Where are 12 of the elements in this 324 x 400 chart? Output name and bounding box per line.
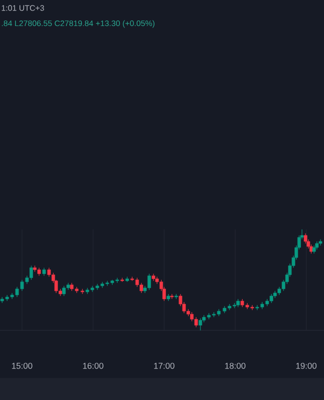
candlestick [270,294,274,304]
x-tick-label: 19:00 [296,362,316,369]
candlestick [47,267,51,278]
x-tick-label: 15:00 [12,362,32,369]
candlestick [170,294,174,300]
x-tick-label: 16:00 [83,362,104,369]
candlestick [194,316,198,328]
candlestick [62,286,66,296]
x-tick-label: 17:00 [154,362,174,369]
x-tick-label: 18:00 [225,362,246,369]
candlestick [190,312,194,322]
candlestick [198,318,202,331]
